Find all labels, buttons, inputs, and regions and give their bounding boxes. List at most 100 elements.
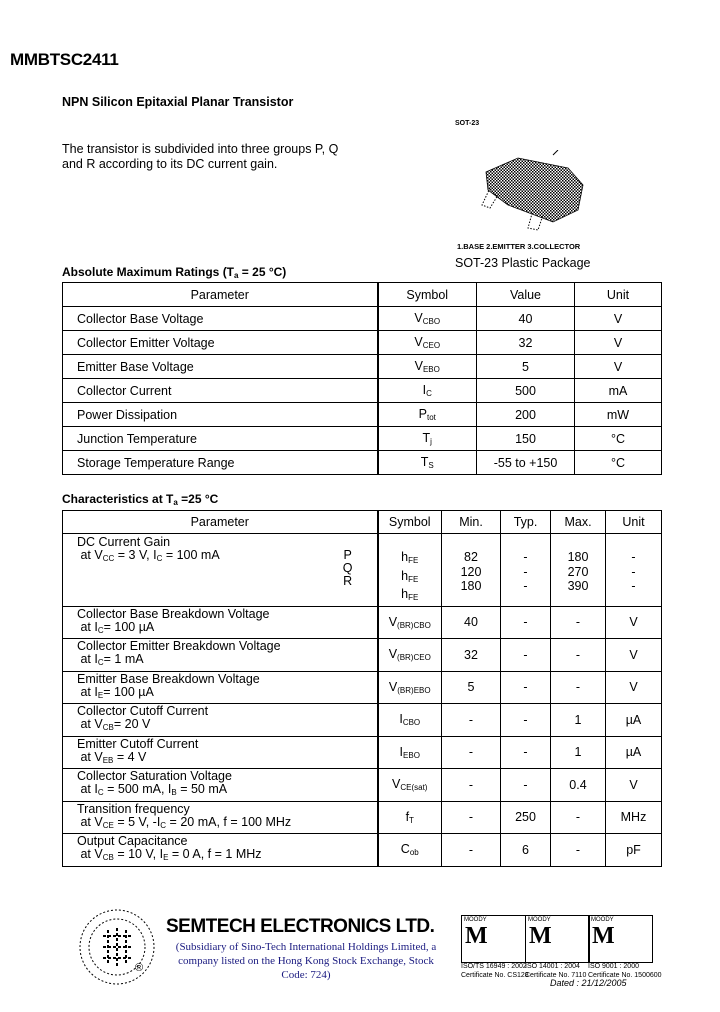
- parameter-cell: Collector Base Voltage: [62, 306, 379, 331]
- unit-cell: MHz: [605, 800, 662, 834]
- table-row: Emitter Base Voltage VEBO 5 V: [62, 354, 662, 379]
- package-drawing-image: [481, 150, 584, 231]
- table-row: Emitter Cutoff Current at VEB = 4 V IEBO -…: [62, 735, 662, 769]
- symbol-cell: V(BR)EBO: [377, 670, 442, 704]
- parameter-cell: Collector Saturation Voltage at IC = 500…: [62, 768, 379, 802]
- value-cell: 150: [476, 426, 575, 451]
- symbol-cell: Cob: [377, 833, 442, 867]
- parameter-cell: Storage Temperature Range: [62, 450, 379, 475]
- dated: Dated : 21/12/2005: [550, 978, 627, 988]
- table-row: Collector Saturation Voltage at IC = 500…: [62, 768, 662, 802]
- symbol-cell: VCBO: [377, 306, 477, 331]
- max-cell: -: [550, 638, 606, 672]
- symbol-cell: ICBO: [377, 703, 442, 737]
- parameter-cell: Collector Base Breakdown Voltage at IC= …: [62, 605, 379, 639]
- cert-brand: MOODY: [528, 917, 551, 923]
- certification-badge: MOODY M: [588, 915, 653, 963]
- symbol-cell: V(BR)CEO: [377, 638, 442, 672]
- parameter-cell: Collector Emitter Voltage: [62, 330, 379, 355]
- description: The transistor is subdivided into three …: [62, 142, 339, 171]
- company-name: SEMTECH ELECTRONICS LTD.: [166, 916, 435, 937]
- table-row: Emitter Base Breakdown Voltage at IE= 10…: [62, 670, 662, 704]
- symbol-cell: IEBO: [377, 735, 442, 769]
- typ-cell: -: [500, 670, 551, 704]
- column-header: Parameter: [62, 282, 379, 307]
- cert-text: ISO 14001 : 2004 Certificate No. 7110: [525, 963, 587, 979]
- max-cell: -: [550, 833, 606, 867]
- package-label: SOT-23: [455, 120, 480, 127]
- column-header: Min.: [441, 510, 501, 534]
- cert-text: ISO 9001 : 2000 Certificate No. 1500600: [588, 963, 662, 979]
- parameter-cell: Emitter Cutoff Current at VEB = 4 V: [62, 735, 379, 769]
- typ-cell: -: [500, 735, 551, 769]
- unit-cell: V: [605, 768, 662, 802]
- subtitle: NPN Silicon Epitaxial Planar Transistor: [62, 95, 294, 109]
- unit-cell: ---: [605, 533, 662, 607]
- semtech-logo-icon: [79, 909, 155, 985]
- unit-cell: °C: [574, 450, 662, 475]
- table-row: Collector Current IC 500 mA: [62, 378, 662, 403]
- unit-cell: µA: [605, 735, 662, 769]
- parameter-cell: Collector Emitter Breakdown Voltage at I…: [62, 638, 379, 672]
- unit-cell: µA: [605, 703, 662, 737]
- typ-cell: -: [500, 768, 551, 802]
- column-header: Max.: [550, 510, 606, 534]
- parameter-cell: Collector Cutoff Current at VCB= 20 V: [62, 703, 379, 737]
- table-row: Storage Temperature Range TS -55 to +150 °C: [62, 450, 662, 475]
- column-header: Typ.: [500, 510, 551, 534]
- cert-text: ISO/TS 16949 : 2002 Certificate No. CS128: [461, 963, 529, 979]
- min-cell: -: [441, 833, 501, 867]
- subsidiary-note: (Subsidiary of Sino-Tech International H…: [175, 941, 437, 981]
- min-cell: -: [441, 735, 501, 769]
- max-cell: 1: [550, 735, 606, 769]
- table-row: Transition frequency at VCE = 5 V, -IC =…: [62, 800, 662, 834]
- value-cell: 5: [476, 354, 575, 379]
- parameter-cell: Transition frequency at VCE = 5 V, -IC =…: [62, 800, 379, 834]
- table-row: Power Dissipation Ptot 200 mW: [62, 402, 662, 427]
- value-cell: 200: [476, 402, 575, 427]
- column-header: Unit: [574, 282, 662, 307]
- registered-mark: ®: [135, 962, 144, 974]
- table-row: Collector Cutoff Current at VCB= 20 V ICB…: [62, 703, 662, 737]
- min-cell: 40: [441, 605, 501, 639]
- unit-cell: mA: [574, 378, 662, 403]
- symbol-cell: Tj: [377, 426, 477, 451]
- min-cell: 32: [441, 638, 501, 672]
- table-row-dc-current-gain: DC Current Gain at VCC = 3 V, IC = 100 m…: [62, 533, 662, 607]
- symbol-cell: TS: [377, 450, 477, 475]
- unit-cell: mW: [574, 402, 662, 427]
- certification-badge: MOODY M: [461, 915, 526, 963]
- column-header: Unit: [605, 510, 662, 534]
- package-name: SOT-23 Plastic Package: [455, 256, 591, 270]
- table-row: Output Capacitance at VCB = 10 V, IE = 0…: [62, 833, 662, 867]
- symbol-cell: VCEO: [377, 330, 477, 355]
- unit-cell: V: [574, 354, 662, 379]
- cert-brand: MOODY: [464, 917, 487, 923]
- part-number-title: MMBTSC2411: [10, 50, 119, 69]
- typ-cell: ---: [500, 533, 551, 607]
- min-cell: 82 120 180: [441, 533, 501, 607]
- value-cell: 500: [476, 378, 575, 403]
- unit-cell: V: [605, 638, 662, 672]
- parameter-cell: Collector Current: [62, 378, 379, 403]
- pin-legend: 1.BASE 2.EMITTER 3.COLLECTOR: [457, 242, 581, 251]
- max-cell: 180 270 390: [550, 533, 606, 607]
- parameter-cell: Power Dissipation: [62, 402, 379, 427]
- column-header: Value: [476, 282, 575, 307]
- parameter-cell: DC Current Gain at VCC = 3 V, IC = 100 m…: [62, 533, 379, 607]
- unit-cell: V: [574, 306, 662, 331]
- parameter-cell: Emitter Base Breakdown Voltage at IE= 10…: [62, 670, 379, 704]
- symbol-cell: VEBO: [377, 354, 477, 379]
- column-header: Symbol: [377, 282, 477, 307]
- table-row: Junction Temperature Tj 150 °C: [62, 426, 662, 451]
- moody-logo-icon: M: [529, 923, 552, 949]
- table-row: Collector Emitter Voltage VCEO 32 V: [62, 330, 662, 355]
- min-cell: -: [441, 768, 501, 802]
- symbol-cell: V(BR)CBO: [377, 605, 442, 639]
- symbol-cell: fT: [377, 800, 442, 834]
- typ-cell: 250: [500, 800, 551, 834]
- absolute-maximum-ratings-table: Parameter Symbol Value Unit Collector Base V…: [62, 282, 662, 475]
- symbol-cell: IC: [377, 378, 477, 403]
- typ-cell: -: [500, 605, 551, 639]
